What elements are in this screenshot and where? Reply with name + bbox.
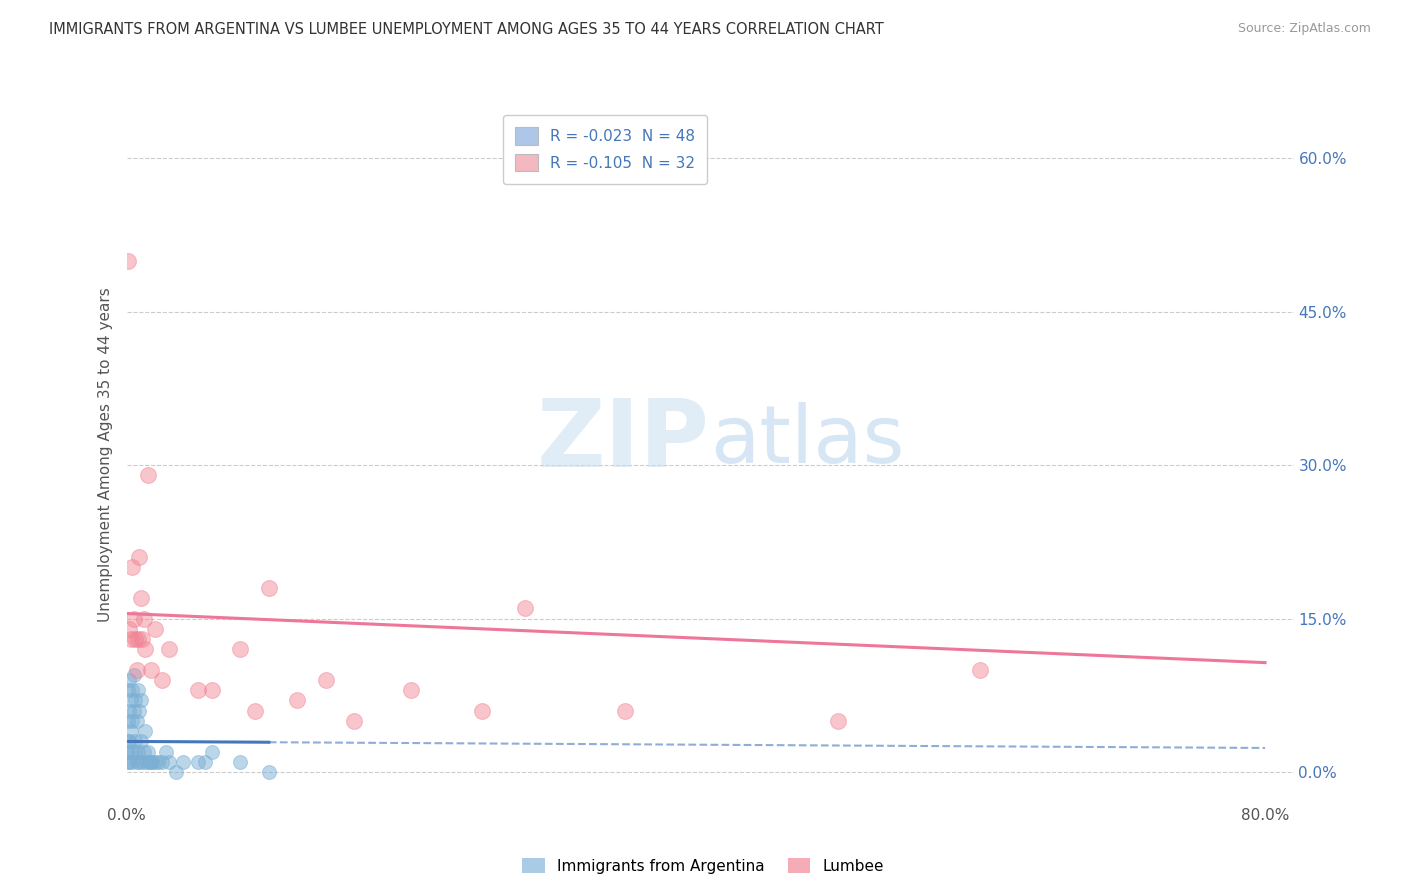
Y-axis label: Unemployment Among Ages 35 to 44 years: Unemployment Among Ages 35 to 44 years <box>97 287 112 623</box>
Point <box>827 714 849 728</box>
Point <box>343 714 366 728</box>
Point <box>613 704 636 718</box>
Point <box>131 755 153 769</box>
Point <box>127 745 149 759</box>
Point <box>399 683 422 698</box>
Point <box>122 745 145 759</box>
Point <box>139 663 162 677</box>
Point <box>157 755 180 769</box>
Point <box>201 745 224 759</box>
Point <box>187 755 209 769</box>
Text: ZIP: ZIP <box>537 395 710 487</box>
Point <box>117 755 139 769</box>
Point <box>125 663 148 677</box>
Point <box>121 683 143 698</box>
Point <box>128 704 150 718</box>
Text: IMMIGRANTS FROM ARGENTINA VS LUMBEE UNEMPLOYMENT AMONG AGES 35 TO 44 YEARS CORRE: IMMIGRANTS FROM ARGENTINA VS LUMBEE UNEM… <box>49 22 884 37</box>
Point <box>132 612 155 626</box>
Point <box>117 734 139 748</box>
Point <box>125 714 148 728</box>
Point <box>141 755 163 769</box>
Point <box>513 601 536 615</box>
Point <box>150 755 173 769</box>
Point <box>229 755 252 769</box>
Point <box>135 755 157 769</box>
Legend: Immigrants from Argentina, Lumbee: Immigrants from Argentina, Lumbee <box>516 852 890 880</box>
Point <box>118 673 141 687</box>
Point <box>172 755 194 769</box>
Point <box>128 755 150 769</box>
Point <box>136 745 159 759</box>
Point <box>120 745 142 759</box>
Point <box>118 704 141 718</box>
Point <box>143 622 166 636</box>
Point <box>229 642 252 657</box>
Point <box>143 755 166 769</box>
Point <box>118 734 141 748</box>
Point <box>121 560 143 574</box>
Point <box>243 704 266 718</box>
Point <box>118 622 141 636</box>
Point <box>257 765 280 780</box>
Point <box>118 755 141 769</box>
Point <box>127 632 149 646</box>
Point <box>120 693 142 707</box>
Point <box>121 714 143 728</box>
Text: atlas: atlas <box>710 402 904 480</box>
Point <box>136 468 159 483</box>
Point <box>127 683 149 698</box>
Point <box>138 755 160 769</box>
Point <box>122 668 145 682</box>
Point <box>124 693 146 707</box>
Text: Source: ZipAtlas.com: Source: ZipAtlas.com <box>1237 22 1371 36</box>
Point <box>146 755 169 769</box>
Point <box>471 704 494 718</box>
Point <box>285 693 308 707</box>
Point <box>134 724 156 739</box>
Point <box>128 550 150 565</box>
Point <box>315 673 337 687</box>
Point <box>129 734 152 748</box>
Point <box>124 734 146 748</box>
Point <box>129 693 152 707</box>
Point <box>117 683 139 698</box>
Point <box>165 765 187 780</box>
Point <box>122 704 145 718</box>
Point <box>124 632 146 646</box>
Point <box>115 745 138 759</box>
Point <box>122 612 145 626</box>
Point <box>132 745 155 759</box>
Point <box>155 745 177 759</box>
Point <box>117 253 139 268</box>
Point <box>134 642 156 657</box>
Point <box>150 673 173 687</box>
Point <box>120 724 142 739</box>
Point <box>120 632 142 646</box>
Legend: R = -0.023  N = 48, R = -0.105  N = 32: R = -0.023 N = 48, R = -0.105 N = 32 <box>503 115 707 184</box>
Point <box>194 755 217 769</box>
Point <box>257 581 280 595</box>
Point <box>201 683 224 698</box>
Point <box>969 663 991 677</box>
Point <box>131 632 153 646</box>
Point <box>121 755 143 769</box>
Point <box>187 683 209 698</box>
Point <box>157 642 180 657</box>
Point <box>125 755 148 769</box>
Point <box>129 591 152 606</box>
Point <box>117 714 139 728</box>
Point <box>139 755 162 769</box>
